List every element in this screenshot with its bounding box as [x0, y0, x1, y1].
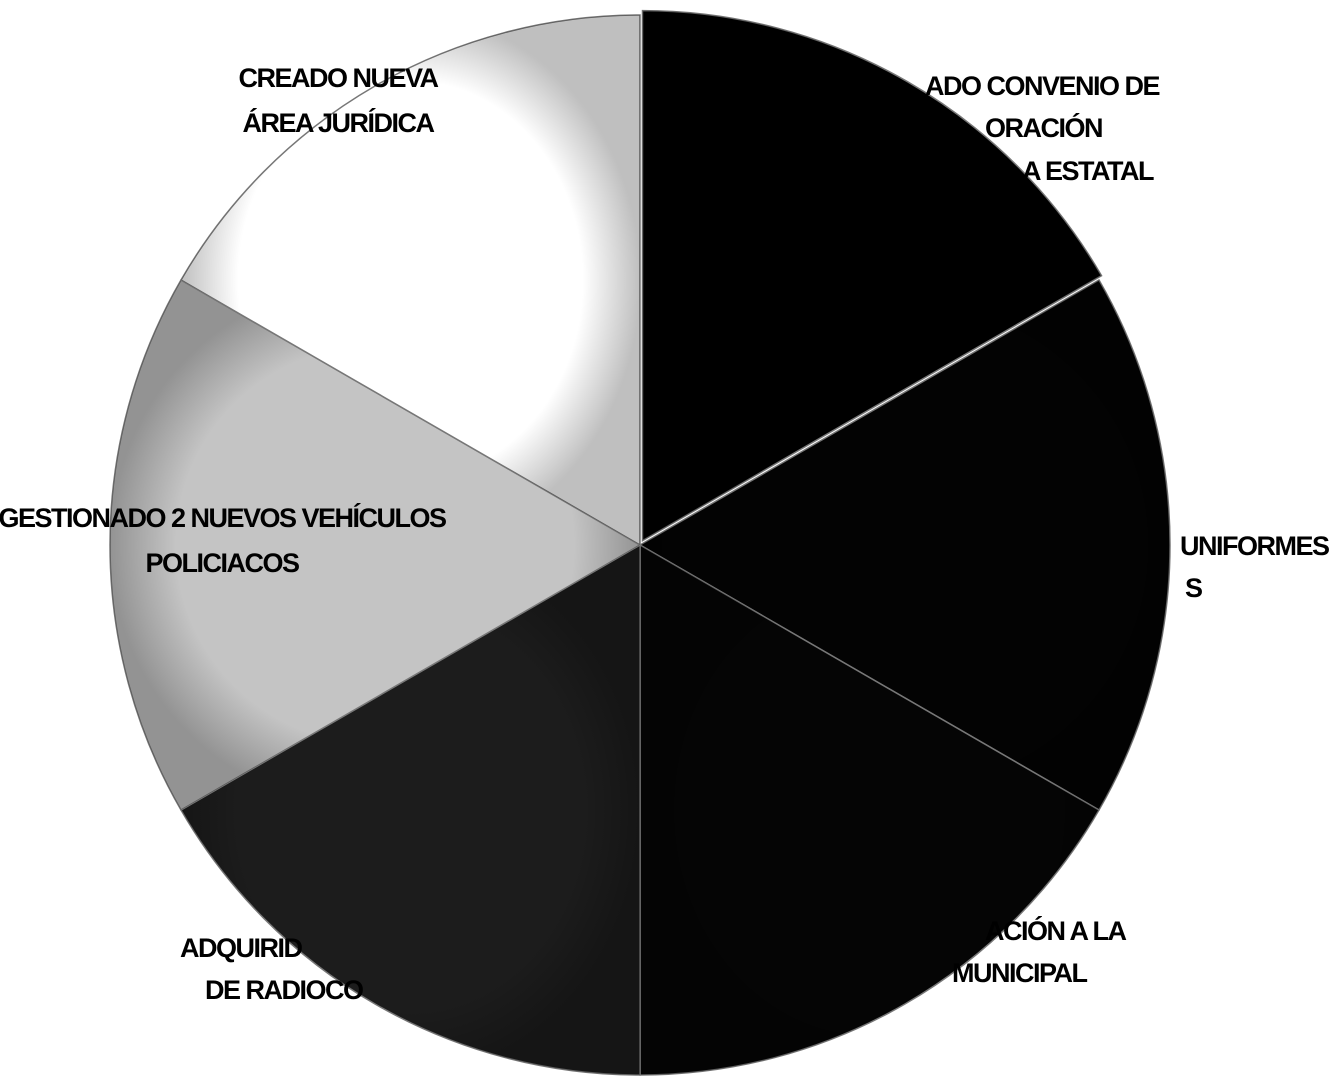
slice-label: ADQUIRID	[180, 933, 302, 963]
slice-label: UNIFORMES	[1180, 531, 1329, 561]
slice-label: A ESTATAL	[1022, 156, 1154, 186]
slice-label: CREADO NUEVA	[238, 63, 438, 93]
slice-label: POLICIACOS	[145, 548, 299, 578]
slice-label: MUNICIPAL	[952, 958, 1087, 988]
slice-label: ÁREA JURÍDICA	[242, 107, 434, 138]
slice-label: ACIÓN A LA	[985, 915, 1126, 946]
slice-label: S	[1185, 573, 1202, 603]
slice-label: ORACIÓN	[985, 112, 1102, 143]
slice-label: ADO CONVENIO DE	[925, 71, 1160, 101]
slice-label: DE RADIOCO	[205, 975, 363, 1005]
slice-label: GESTIONADO 2 NUEVOS VEHÍCULOS	[0, 502, 446, 533]
